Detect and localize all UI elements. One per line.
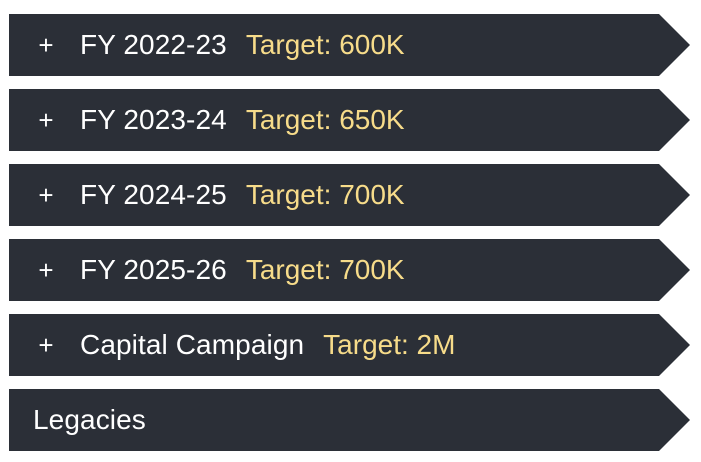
accordion-item-fy-2025-26[interactable]: + FY 2025-26 Target: 700K — [9, 239, 690, 301]
accordion-item-fy-2024-25[interactable]: + FY 2024-25 Target: 700K — [9, 164, 690, 226]
accordion-item-label: FY 2022-23 — [80, 29, 227, 60]
accordion-item-label: Capital Campaign — [80, 329, 305, 360]
accordion-item-capital-campaign[interactable]: + Capital Campaign Target: 2M — [9, 314, 690, 376]
plus-icon[interactable]: + — [38, 105, 54, 135]
accordion-item-label: FY 2025-26 — [80, 254, 227, 285]
accordion-item-label: FY 2024-25 — [80, 179, 227, 210]
accordion-item-label: FY 2023-24 — [80, 104, 227, 135]
target-amount: Target: 700K — [245, 179, 405, 210]
accordion-item-fy-2023-24[interactable]: + FY 2023-24 Target: 650K — [9, 89, 690, 151]
accordion-item-label: Legacies — [33, 404, 146, 435]
target-amount: Target: 2M — [323, 329, 456, 360]
accordion-item-legacies[interactable]: Legacies — [9, 389, 690, 451]
plus-icon[interactable]: + — [38, 30, 54, 60]
accordion-item-fy-2022-23[interactable]: + FY 2022-23 Target: 600K — [9, 14, 690, 76]
target-amount: Target: 600K — [245, 29, 405, 60]
target-amount: Target: 700K — [245, 254, 405, 285]
plus-icon[interactable]: + — [38, 180, 54, 210]
plus-icon[interactable]: + — [38, 330, 54, 360]
target-amount: Target: 650K — [245, 104, 405, 135]
fundraising-accordion: + FY 2022-23 Target: 600K + FY 2023-24 T… — [9, 14, 690, 451]
plus-icon[interactable]: + — [38, 255, 54, 285]
